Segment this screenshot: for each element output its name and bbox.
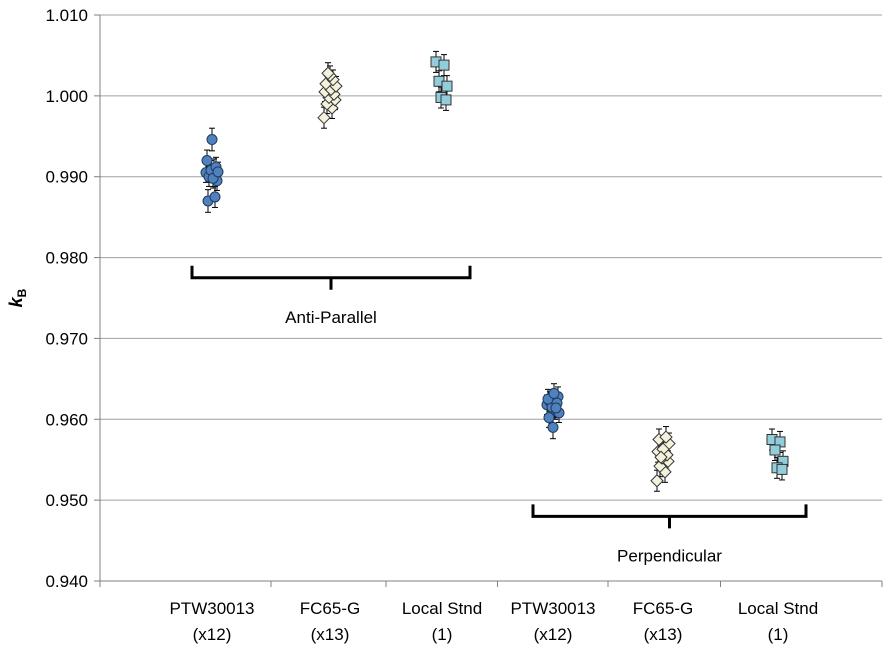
- category-label: PTW30013: [169, 599, 254, 618]
- data-point-diamond: [654, 450, 668, 464]
- data-points: [200, 50, 789, 492]
- data-point-circle: [543, 412, 555, 424]
- category-sublabel: (1): [432, 625, 453, 644]
- data-point-circle: [201, 155, 213, 167]
- y-tick-label: 0.970: [45, 329, 88, 348]
- y-tick-label: 0.980: [45, 249, 88, 268]
- category-sublabel: (1): [768, 625, 789, 644]
- group-bracket: [531, 504, 808, 529]
- data-point-diamond: [321, 66, 335, 80]
- category-label: FC65-G: [633, 599, 693, 618]
- group-label: Anti-Parallel: [285, 308, 377, 327]
- data-point-circle: [212, 166, 224, 178]
- y-tick-label: 0.940: [45, 572, 88, 591]
- y-tick-label: 0.950: [45, 491, 88, 510]
- category-label: FC65-G: [300, 599, 360, 618]
- data-point-square: [776, 463, 788, 475]
- data-point-diamond: [659, 430, 673, 444]
- data-point-square: [438, 59, 450, 71]
- data-point-circle: [548, 387, 560, 399]
- axes: [99, 15, 882, 582]
- y-tick-label: 0.990: [45, 168, 88, 187]
- y-tick-label: 1.010: [45, 6, 88, 25]
- data-point-square: [441, 80, 453, 92]
- y-tick-label: 1.000: [45, 87, 88, 106]
- data-point-diamond: [650, 474, 664, 488]
- data-point-square: [440, 94, 452, 106]
- data-point-diamond: [317, 110, 331, 125]
- data-point-circle: [550, 402, 562, 414]
- category-labels: PTW30013 (x12) FC65-G (x13) Local Stnd (1) PTW…: [99, 581, 883, 644]
- data-point-circle: [547, 421, 559, 433]
- y-axis-title-main: k: [6, 296, 26, 307]
- y-axis-title-subscript: B: [15, 288, 29, 297]
- group-bracket: [190, 265, 472, 290]
- y-tick-labels: 0.940 0.950 0.960 0.970 0.980 0.990 1.000 1.010: [45, 6, 100, 591]
- y-tick-label: 0.960: [45, 410, 88, 429]
- category-label: PTW30013: [510, 599, 595, 618]
- gridlines: [100, 14, 882, 501]
- category-label: Local Stnd: [402, 599, 482, 618]
- data-point-square: [769, 444, 781, 456]
- y-axis-title: kB: [6, 288, 29, 307]
- category-sublabel: (x12): [534, 625, 573, 644]
- category-label: Local Stnd: [738, 599, 818, 618]
- data-point-circle: [206, 134, 218, 146]
- category-sublabel: (x13): [644, 625, 683, 644]
- group-brackets: Anti-Parallel Perpendicular: [190, 265, 808, 565]
- data-point-circle: [209, 191, 221, 203]
- category-sublabel: (x12): [193, 625, 232, 644]
- group-label: Perpendicular: [617, 546, 722, 565]
- category-sublabel: (x13): [311, 625, 350, 644]
